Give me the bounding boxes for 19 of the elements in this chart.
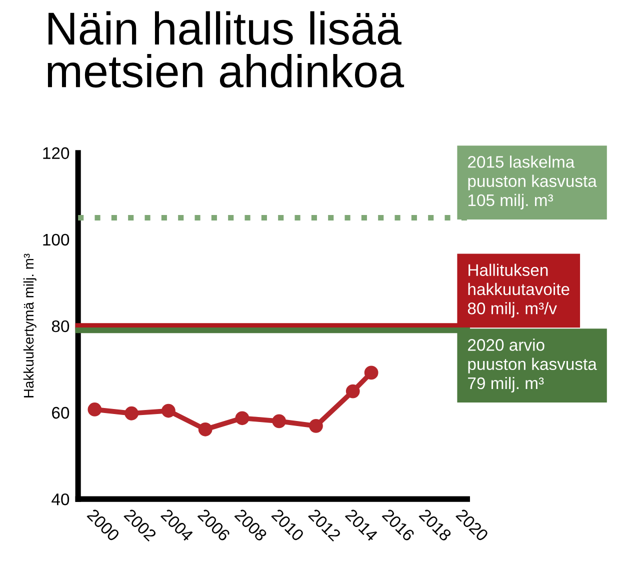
point	[162, 404, 176, 418]
y-tick-label: 40	[52, 493, 70, 506]
y-tick-label: 80	[52, 320, 70, 332]
point	[364, 366, 378, 380]
point	[309, 418, 323, 433]
point	[198, 422, 212, 436]
point	[88, 402, 102, 416]
y-tick-label: 120	[43, 147, 70, 160]
point	[272, 414, 286, 428]
y-axis-title: Hakkuukertymä milj. m³	[23, 254, 36, 398]
ref-line-label: Hallituksen hakkuutavoite 80 milj. m³/v	[468, 264, 570, 318]
ref-line-label: 2020 arvio puuston kasvusta 79 milj. m³	[468, 338, 597, 392]
ref-line-label: 2015 laskelma puuston kasvusta 105 milj. m³	[468, 156, 597, 210]
point	[235, 411, 250, 426]
chart-title: Näin hallitus lisää metsien ahdinkoa	[48, 11, 404, 88]
y-tick-label: 100	[43, 234, 70, 246]
point	[124, 406, 139, 420]
y-tick-label: 60	[52, 406, 70, 419]
point	[346, 384, 360, 398]
